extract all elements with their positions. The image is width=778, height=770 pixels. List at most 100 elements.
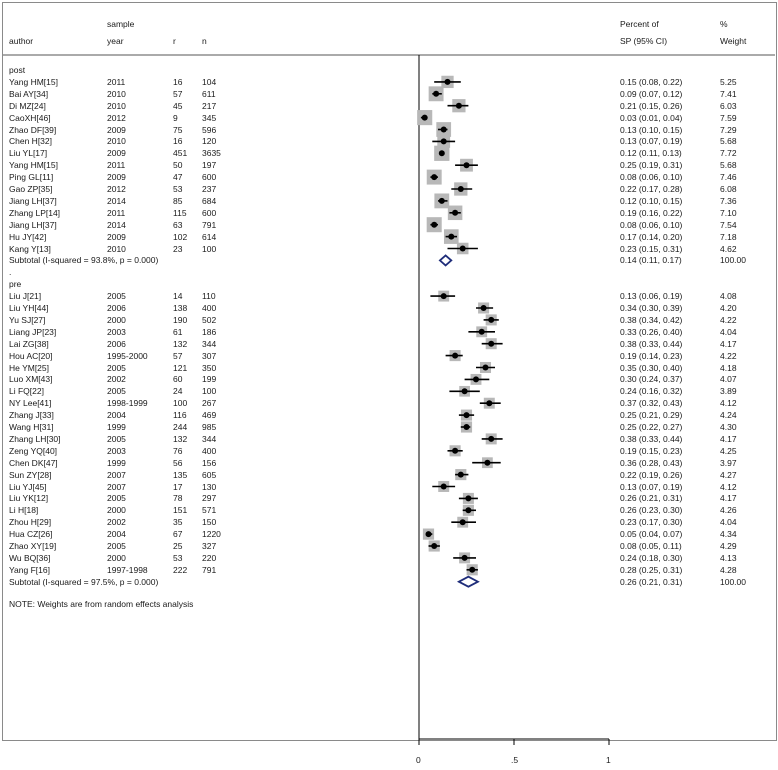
point-estimate — [461, 388, 468, 395]
study-weight: 4.62 — [720, 243, 737, 254]
study-weight: 4.18 — [720, 362, 737, 373]
study-author: Yang F[16] — [9, 564, 50, 575]
study-r: 116 — [173, 410, 187, 421]
study-author: He YM[25] — [9, 362, 50, 373]
header-r: r — [173, 36, 176, 46]
study-author: CaoXH[46] — [9, 112, 51, 123]
study-author: Wang H[31] — [9, 422, 54, 432]
study-ci-text: 0.30 (0.24, 0.37) — [620, 374, 683, 385]
study-author: Gao ZP[35] — [9, 184, 53, 194]
point-estimate — [440, 293, 447, 300]
point-estimate — [461, 554, 468, 561]
study-year: 2005 — [107, 362, 126, 373]
study-n: 150 — [202, 517, 217, 528]
point-estimate — [448, 233, 455, 240]
study-n: 327 — [202, 541, 217, 551]
study-ci-text: 0.37 (0.32, 0.43) — [620, 398, 683, 409]
header-year-top: sample — [107, 19, 135, 29]
study-year: 2010 — [107, 136, 126, 147]
study-author: Liu YH[44] — [9, 303, 49, 313]
group-separator: . — [9, 267, 12, 278]
study-ci-text: 0.15 (0.08, 0.22) — [620, 76, 683, 87]
study-author: Zhang J[33] — [9, 410, 54, 421]
study-author: Ping GL[11] — [9, 172, 54, 183]
study-year: 2007 — [107, 469, 126, 480]
study-n: 1220 — [202, 529, 221, 540]
point-estimate — [488, 316, 495, 323]
study-ci-text: 0.19 (0.14, 0.23) — [620, 350, 683, 361]
study-ci-text: 0.21 (0.15, 0.26) — [620, 100, 683, 111]
point-estimate — [459, 245, 466, 252]
study-ci-text: 0.36 (0.28, 0.43) — [620, 457, 683, 468]
study-n: 217 — [202, 100, 217, 111]
point-estimate — [488, 340, 495, 347]
study-year: 2009 — [107, 172, 126, 183]
study-n: 344 — [202, 433, 217, 444]
study-n: 100 — [202, 386, 217, 397]
study-year: 2012 — [107, 184, 126, 194]
study-author: NY Lee[41] — [9, 398, 52, 409]
study-n: 985 — [202, 422, 217, 432]
subtotal-ci-text: 0.14 (0.11, 0.17) — [620, 255, 682, 266]
study-weight: 7.46 — [720, 172, 737, 183]
point-estimate — [438, 197, 445, 204]
study-r: 132 — [173, 338, 188, 349]
study-year: 1998-1999 — [107, 398, 148, 409]
study-ci-text: 0.24 (0.16, 0.32) — [620, 386, 683, 397]
study-r: 53 — [173, 552, 183, 563]
study-weight: 4.13 — [720, 552, 737, 563]
study-r: 151 — [173, 505, 188, 516]
study-n: 600 — [202, 207, 217, 218]
study-n: 100 — [202, 243, 217, 254]
study-weight: 7.59 — [720, 112, 737, 123]
study-author: Zhao DF[39] — [9, 124, 57, 135]
study-author: Liu YL[17] — [9, 148, 48, 159]
study-year: 2011 — [107, 76, 126, 87]
study-author: Liu J[21] — [9, 291, 42, 302]
study-ci-text: 0.12 (0.10, 0.15) — [620, 195, 683, 206]
study-year: 2014 — [107, 219, 126, 230]
study-n: 156 — [202, 457, 217, 468]
study-year: 2005 — [107, 291, 126, 302]
study-weight: 4.34 — [720, 529, 737, 540]
study-weight: 5.25 — [720, 76, 737, 87]
study-weight: 4.22 — [720, 350, 737, 361]
study-weight: 4.04 — [720, 326, 737, 337]
study-year: 2011 — [107, 207, 126, 218]
study-year: 2006 — [107, 303, 126, 313]
study-weight: 4.26 — [720, 505, 737, 516]
header-year: year — [107, 36, 124, 46]
study-weight: 4.30 — [720, 422, 737, 432]
study-r: 9 — [173, 112, 178, 123]
point-estimate — [440, 138, 447, 145]
study-r: 17 — [173, 481, 183, 492]
x-tick-label: 1 — [606, 755, 611, 765]
point-estimate — [465, 495, 472, 502]
study-n: 400 — [202, 303, 217, 313]
study-year: 1995-2000 — [107, 350, 148, 361]
point-estimate — [425, 531, 432, 538]
study-n: 267 — [202, 398, 217, 409]
study-n: 344 — [202, 338, 217, 349]
study-n: 237 — [202, 184, 217, 194]
study-author: Jiang LH[37] — [9, 195, 57, 206]
study-ci-text: 0.26 (0.21, 0.31) — [620, 493, 683, 504]
study-author: Zhou H[29] — [9, 517, 52, 528]
study-weight: 4.12 — [720, 481, 737, 492]
study-r: 102 — [173, 231, 188, 242]
subtotal-weight: 100.00 — [720, 576, 746, 587]
study-r: 23 — [173, 243, 183, 254]
study-ci-text: 0.25 (0.22, 0.27) — [620, 422, 683, 432]
study-author: Hu JY[42] — [9, 231, 47, 242]
study-ci-text: 0.13 (0.07, 0.19) — [620, 136, 683, 147]
study-ci-text: 0.38 (0.33, 0.44) — [620, 433, 683, 444]
study-weight: 4.12 — [720, 398, 737, 409]
study-n: 110 — [202, 291, 216, 302]
study-r: 57 — [173, 350, 183, 361]
study-author: Yang HM[15] — [9, 76, 58, 87]
study-n: 502 — [202, 314, 217, 325]
study-year: 2007 — [107, 481, 126, 492]
study-weight: 4.20 — [720, 303, 737, 313]
study-n: 130 — [202, 481, 217, 492]
study-r: 121 — [173, 362, 188, 373]
